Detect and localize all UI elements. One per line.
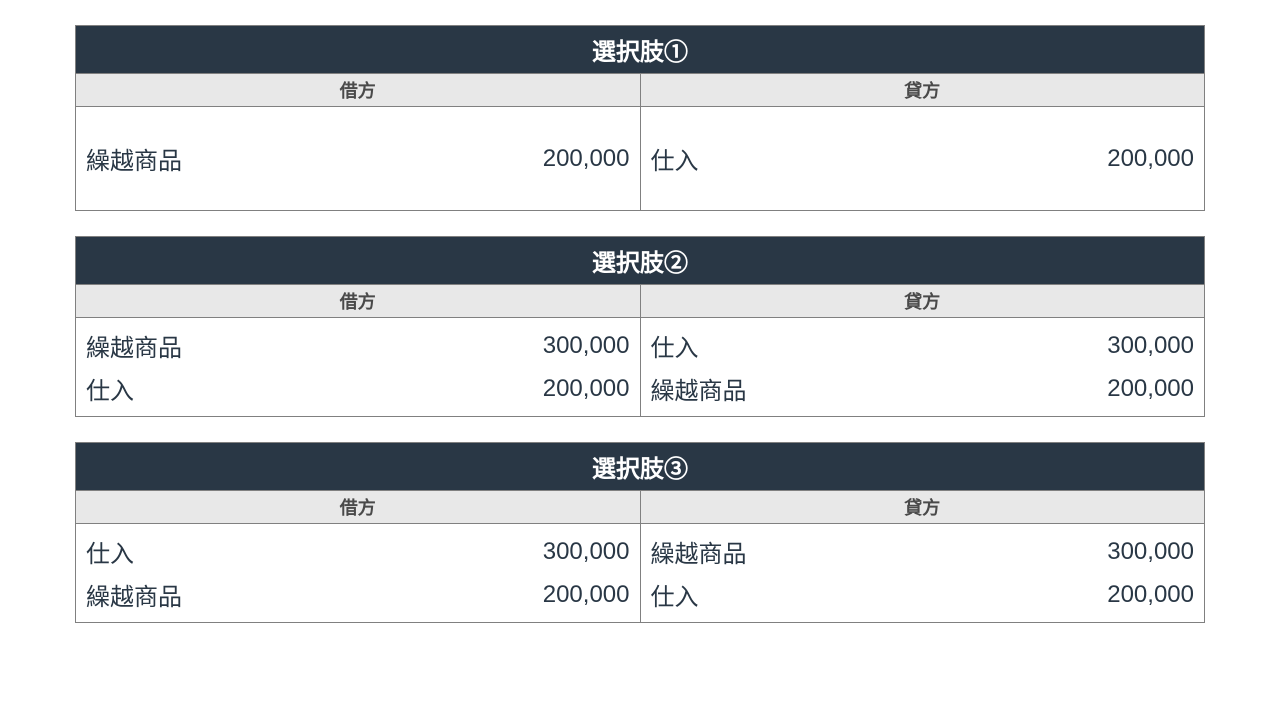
debit-account: 仕入 xyxy=(86,534,134,569)
debit-amount: 200,000 xyxy=(543,145,630,173)
credit-header: 貸方 xyxy=(640,491,1205,524)
credit-account: 仕入 xyxy=(651,141,699,176)
table-row: 仕入 300,000 xyxy=(651,324,1195,367)
debit-header: 借方 xyxy=(76,74,641,107)
credit-cell: 仕入 300,000 繰越商品 200,000 xyxy=(640,318,1205,417)
table-row: 仕入 200,000 xyxy=(86,367,630,410)
debit-cell: 仕入 300,000 繰越商品 200,000 xyxy=(76,524,641,623)
debit-account: 仕入 xyxy=(86,371,134,406)
debit-amount: 200,000 xyxy=(543,375,630,403)
table-row: 仕入 200,000 xyxy=(651,573,1195,616)
debit-account: 繰越商品 xyxy=(86,328,182,363)
credit-account: 繰越商品 xyxy=(651,371,747,406)
credit-cell: 仕入 200,000 xyxy=(640,107,1205,211)
credit-account: 繰越商品 xyxy=(651,534,747,569)
option-table-2: 選択肢②借方貸方繰越商品300,000仕入200,000仕入300,000繰越商… xyxy=(75,236,1205,417)
credit-header: 貸方 xyxy=(640,74,1205,107)
option-title: 選択肢③ xyxy=(76,443,1205,491)
debit-account: 繰越商品 xyxy=(86,141,182,176)
tables-container: 選択肢①借方貸方繰越商品200,000仕入200,000選択肢②借方貸方繰越商品… xyxy=(75,25,1205,623)
table-row: 繰越商品 300,000 xyxy=(651,530,1195,573)
debit-header: 借方 xyxy=(76,285,641,318)
option-table-1: 選択肢①借方貸方繰越商品 200,000 仕入 200,000 xyxy=(75,25,1205,211)
debit-account: 繰越商品 xyxy=(86,577,182,612)
table-row: 仕入 300,000 xyxy=(86,530,630,573)
option-table-3: 選択肢③借方貸方仕入300,000繰越商品200,000繰越商品300,000仕… xyxy=(75,442,1205,623)
debit-amount: 300,000 xyxy=(543,538,630,566)
debit-amount: 300,000 xyxy=(543,332,630,360)
table-row: 繰越商品 200,000 xyxy=(86,573,630,616)
credit-amount: 300,000 xyxy=(1107,332,1194,360)
table-row: 繰越商品 200,000 xyxy=(86,137,630,180)
credit-amount: 200,000 xyxy=(1107,145,1194,173)
option-title: 選択肢① xyxy=(76,26,1205,74)
credit-account: 仕入 xyxy=(651,577,699,612)
credit-header: 貸方 xyxy=(640,285,1205,318)
credit-cell: 繰越商品 300,000 仕入 200,000 xyxy=(640,524,1205,623)
debit-cell: 繰越商品 300,000 仕入 200,000 xyxy=(76,318,641,417)
debit-amount: 200,000 xyxy=(543,581,630,609)
credit-account: 仕入 xyxy=(651,328,699,363)
table-row: 繰越商品 200,000 xyxy=(651,367,1195,410)
option-title: 選択肢② xyxy=(76,237,1205,285)
table-row: 仕入 200,000 xyxy=(651,137,1195,180)
table-row: 繰越商品 300,000 xyxy=(86,324,630,367)
credit-amount: 200,000 xyxy=(1107,581,1194,609)
debit-cell: 繰越商品 200,000 xyxy=(76,107,641,211)
credit-amount: 300,000 xyxy=(1107,538,1194,566)
debit-header: 借方 xyxy=(76,491,641,524)
credit-amount: 200,000 xyxy=(1107,375,1194,403)
